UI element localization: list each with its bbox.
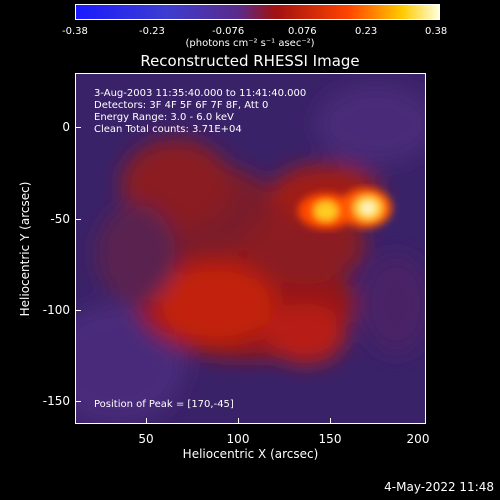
x-tick-label: 100 xyxy=(226,432,250,446)
colorbar-tick: 0.23 xyxy=(355,26,378,37)
colorbar-tick: 0.38 xyxy=(425,26,448,37)
y-axis-label: Heliocentric Y (arcsec) xyxy=(18,181,32,317)
timestamp: 4-May-2022 11:48 xyxy=(384,480,494,494)
y-tick-label: -100 xyxy=(42,303,70,317)
info-line-counts: Clean Total counts: 3.71E+04 xyxy=(94,124,242,135)
x-tick-label: 200 xyxy=(406,432,430,446)
x-tick-mark xyxy=(238,418,239,424)
info-line-time: 3-Aug-2003 11:35:40.000 to 11:41:40.000 xyxy=(94,88,307,99)
info-line-energy: Energy Range: 3.0 - 6.0 keV xyxy=(94,112,234,123)
y-tick-mark xyxy=(75,127,81,128)
x-tick-label: 150 xyxy=(318,432,342,446)
colorbar xyxy=(75,4,440,20)
x-tick-label: 50 xyxy=(138,432,154,446)
y-tick-label: -150 xyxy=(42,394,70,408)
y-tick-label: -50 xyxy=(50,212,70,226)
x-axis-label: Heliocentric X (arcsec) xyxy=(182,447,319,461)
info-line-detectors: Detectors: 3F 4F 5F 6F 7F 8F, Att 0 xyxy=(94,100,269,111)
y-tick-mark xyxy=(75,219,81,220)
x-tick-mark xyxy=(146,418,147,424)
reconstructed-image xyxy=(76,74,425,423)
peak-position: Position of Peak = [170,-45] xyxy=(94,399,234,410)
plot-title: Reconstructed RHESSI Image xyxy=(140,52,360,70)
colorbar-tick: -0.076 xyxy=(212,26,245,37)
y-tick-mark xyxy=(75,401,81,402)
colorbar-units: (photons cm⁻² s⁻¹ asec⁻²) xyxy=(185,38,315,49)
colorbar-tick: -0.23 xyxy=(139,26,165,37)
colorbar-tick: 0.076 xyxy=(288,26,317,37)
y-tick-label: 0 xyxy=(62,120,70,134)
x-tick-mark xyxy=(330,418,331,424)
colorbar-tick: -0.38 xyxy=(62,26,88,37)
y-tick-mark xyxy=(75,310,81,311)
image-plot: 3-Aug-2003 11:35:40.000 to 11:41:40.000 … xyxy=(75,73,426,424)
